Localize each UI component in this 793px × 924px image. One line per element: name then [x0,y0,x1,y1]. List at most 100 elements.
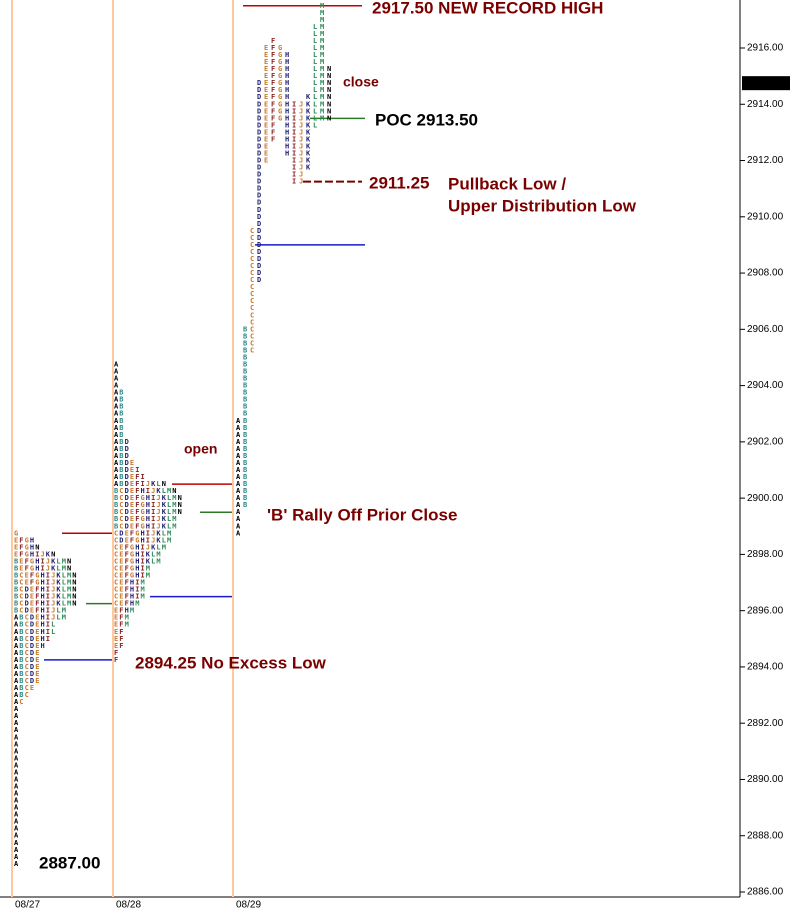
tpo-letter: B [119,452,123,460]
tpo-letter: A [236,473,241,481]
tpo-letter: E [114,642,118,650]
tpo-letter: H [125,607,129,615]
tpo-letter: C [19,586,23,594]
tpo-letter: K [46,550,51,558]
tpo-letter: A [14,691,19,699]
tpo-letter: C [250,234,254,242]
tpo-row: B [243,353,247,361]
tpo-row: D [257,192,261,200]
tpo-letter: A [236,522,241,530]
tpo-letter: G [278,107,282,115]
tpo-letter: C [19,698,23,706]
tpo-letter: E [19,564,23,572]
tpo-letter: L [162,529,166,537]
tpo-letter: D [257,93,261,101]
tpo-letter: F [271,93,275,101]
tpo-letter: D [257,234,261,242]
tpo-letter: G [141,522,145,530]
tpo-letter: I [292,114,296,122]
tpo-letter: L [56,564,60,572]
tpo-letter: A [14,853,19,861]
tpo-letter: B [14,579,18,587]
tpo-letter: A [14,818,19,826]
tpo-row: F [114,656,118,664]
tpo-letter: J [151,536,155,544]
tpo-letter: E [264,114,268,122]
tpo-letter: H [285,51,289,59]
tpo-letter: C [19,593,23,601]
tpo-row: A [14,775,19,783]
tpo-letter: F [35,607,39,615]
tpo-letter: B [19,628,23,636]
tpo-row: BCDEFGHIJKLM [114,522,177,530]
tpo-letter: L [51,628,55,636]
tpo-letter: G [35,572,39,580]
tpo-letter: I [46,586,50,594]
tpo-letter: D [125,487,129,495]
tpo-letter: A [114,396,119,404]
tpo-row: B [243,361,247,369]
tpo-letter: E [130,480,134,488]
tpo-letter: G [278,93,282,101]
tpo-letter: N [178,501,182,509]
tpo-letter: G [141,508,145,516]
tpo-letter: M [320,16,324,24]
tpo-letter: K [162,522,167,530]
tpo-letter: C [114,529,118,537]
tpo-letter: D [25,607,29,615]
tpo-letter: J [299,100,303,108]
tpo-letter: K [151,480,156,488]
tpo-letter: A [236,480,241,488]
tpo-letter: A [14,621,19,629]
tpo-letter: G [135,536,139,544]
tpo-row: CEFGHIKLM [114,557,161,565]
tpo-letter: G [30,564,34,572]
tpo-letter: M [141,593,145,601]
tpo-row: EFGHIJKN [14,550,55,558]
tpo-letter: I [292,100,296,108]
tpo-letter: M [320,79,324,87]
tpo-letter: L [313,79,317,87]
tpo-letter: B [19,684,23,692]
date-label: 08/29 [236,900,261,911]
tpo-letter: H [30,543,34,551]
tpo-row: A [14,740,19,748]
tpo-letter: F [271,86,275,94]
tpo-letter: M [172,515,176,523]
tpo-letter: I [46,600,50,608]
tpo-letter: B [19,642,23,650]
y-tick-label: 2894.00 [747,662,784,673]
tpo-letter: D [257,276,261,284]
tpo-row: ABDEFI [114,473,145,481]
tpo-letter: E [130,487,134,495]
tpo-letter: E [35,649,39,657]
tpo-row: A [14,860,19,868]
annotation: 2911.25 [369,173,430,192]
tpo-letter: E [130,515,134,523]
tpo-letter: A [114,403,119,411]
tpo-letter: H [285,86,289,94]
tpo-letter: E [264,51,268,59]
tpo-row: A [14,804,19,812]
tpo-row: EF [114,628,124,636]
tpo-letter: A [14,754,19,762]
tpo-letter: F [135,508,139,516]
tpo-letter: A [14,719,19,727]
tpo-row: A [14,853,19,861]
tpo-letter: H [41,642,45,650]
tpo-letter: F [119,642,123,650]
tpo-letter: E [264,128,268,136]
tpo-row: CDEFGHIJKLM [114,529,171,537]
tpo-letter: B [19,663,23,671]
tpo-letter: G [141,501,145,509]
tpo-letter: L [313,23,317,31]
tpo-letter: L [167,522,171,530]
